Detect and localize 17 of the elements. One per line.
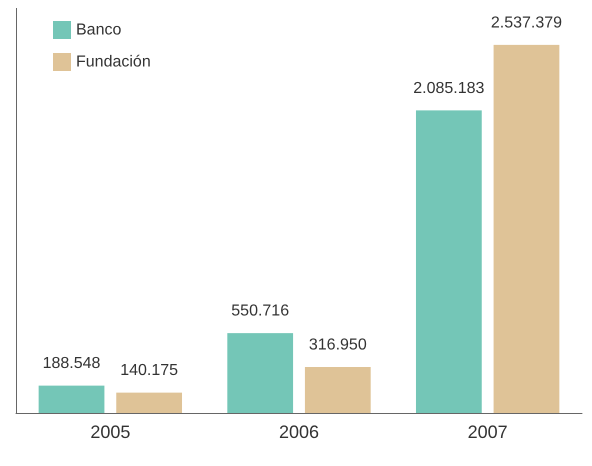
data-label: 140.175 <box>120 362 178 380</box>
bar <box>38 386 104 413</box>
bar <box>416 110 482 413</box>
legend-label: Banco <box>76 22 122 38</box>
data-label: 188.548 <box>42 355 101 372</box>
data-label: 2.085.183 <box>413 80 485 97</box>
bar <box>227 333 294 413</box>
x-tick-label: 2006 <box>278 422 320 442</box>
data-label: 2.537.379 <box>490 14 562 32</box>
bar <box>494 44 560 413</box>
data-label: 550.716 <box>231 302 290 320</box>
x-tick-label: 2005 <box>90 422 130 442</box>
data-label: 316.950 <box>308 336 367 354</box>
bar <box>304 367 371 413</box>
legend-label: Fundación <box>76 54 151 70</box>
x-tick-label: 2007 <box>468 422 508 442</box>
bar <box>116 392 182 413</box>
